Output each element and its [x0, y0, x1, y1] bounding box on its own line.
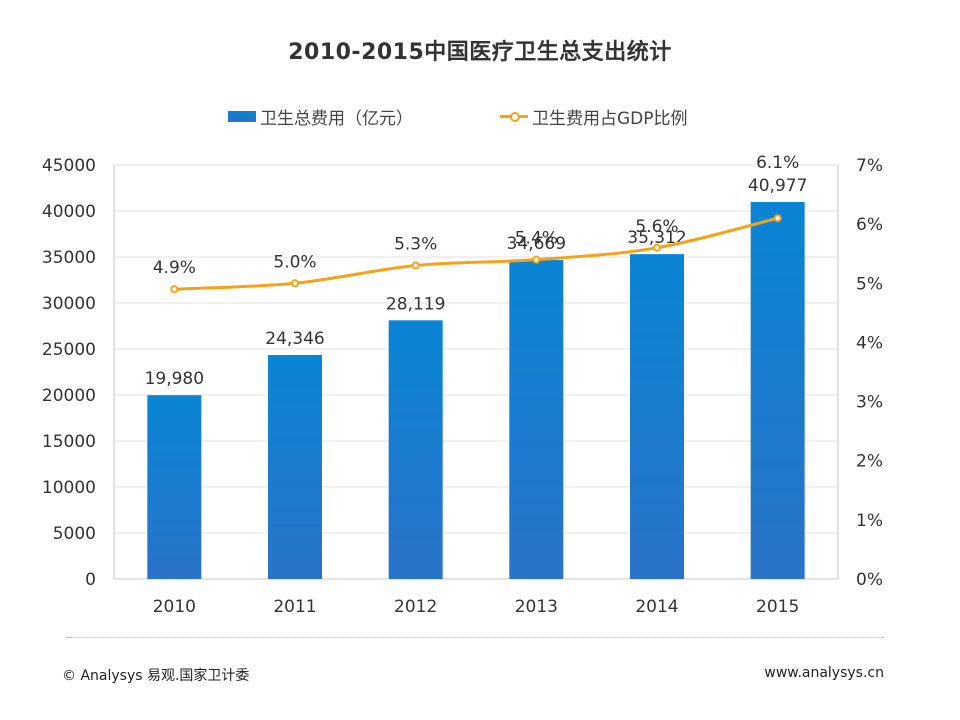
line-value-label: 5.4% [515, 229, 558, 249]
legend-bar-label: 卫生总费用（亿元） [260, 108, 413, 129]
legend-bar-swatch [228, 110, 256, 122]
bar [268, 355, 322, 579]
footer-divider [66, 637, 884, 638]
bar [147, 395, 202, 579]
x-tick-label: 2014 [635, 597, 678, 617]
line-point [532, 255, 541, 264]
line-value-label: 5.6% [635, 217, 678, 237]
y-right-tick-label: 3% [856, 393, 883, 413]
y-right-tick-label: 2% [856, 452, 883, 472]
bar [630, 254, 684, 580]
x-tick-label: 2012 [394, 597, 437, 617]
y-right-tick-label: 5% [856, 274, 883, 294]
y-left-tick-label: 45000 [42, 156, 96, 176]
x-tick-label: 2013 [515, 597, 558, 617]
x-tick-label: 2010 [153, 597, 196, 617]
bar-value-label: 35,312 [627, 228, 686, 248]
x-tick-label: 2011 [273, 597, 316, 617]
line-point [653, 243, 661, 252]
chart-legend: 卫生总费用（亿元） 卫生费用占GDP比例 [0, 103, 960, 129]
gdp-ratio-line [174, 216, 779, 291]
line-value-label: 6.1% [756, 153, 799, 173]
bar-value-label: 24,346 [265, 329, 324, 349]
source-note: © Analysys 易观.国家卫计委 [62, 668, 250, 684]
legend-line-swatch [500, 111, 528, 122]
line-point [411, 261, 420, 270]
bar [388, 320, 443, 579]
line-point [291, 279, 299, 288]
y-right-tick-label: 4% [856, 333, 883, 353]
legend-item-line: 卫生费用占GDP比例 [500, 103, 688, 129]
y-right-tick-label: 6% [856, 215, 883, 235]
bar [509, 260, 564, 579]
y-left-tick-label: 5000 [53, 524, 96, 544]
website-url[interactable]: www.analysys.cn [764, 665, 884, 681]
line-point [773, 214, 782, 223]
y-left-tick-label: 30000 [42, 294, 96, 314]
line-value-label: 5.3% [394, 235, 437, 255]
bar [750, 202, 805, 579]
line-value-label: 4.9% [153, 258, 196, 278]
y-right-tick-label: 7% [856, 156, 883, 176]
y-right-tick-label: 1% [856, 511, 883, 531]
y-right-tick-label: 0% [856, 570, 883, 590]
legend-item-bar: 卫生总费用（亿元） [228, 103, 413, 129]
y-left-tick-label: 20000 [42, 386, 96, 406]
chart-title: 2010-2015中国医疗卫生总支出统计 [288, 40, 672, 65]
bar-value-label: 19,980 [145, 369, 204, 389]
y-left-tick-label: 0 [85, 570, 96, 590]
line-value-label: 5.0% [273, 252, 316, 272]
bar-value-label: 28,119 [386, 294, 445, 314]
y-left-tick-label: 40000 [42, 202, 96, 222]
bar-value-label: 40,977 [748, 176, 807, 196]
y-left-tick-label: 10000 [42, 478, 96, 498]
y-left-tick-label: 25000 [42, 340, 96, 360]
y-left-tick-label: 15000 [42, 432, 96, 452]
line-point [170, 285, 179, 294]
y-left-tick-label: 35000 [42, 248, 96, 268]
legend-line-label: 卫生费用占GDP比例 [532, 108, 688, 129]
x-tick-label: 2015 [756, 597, 799, 617]
bar-value-label: 34,669 [507, 234, 566, 254]
